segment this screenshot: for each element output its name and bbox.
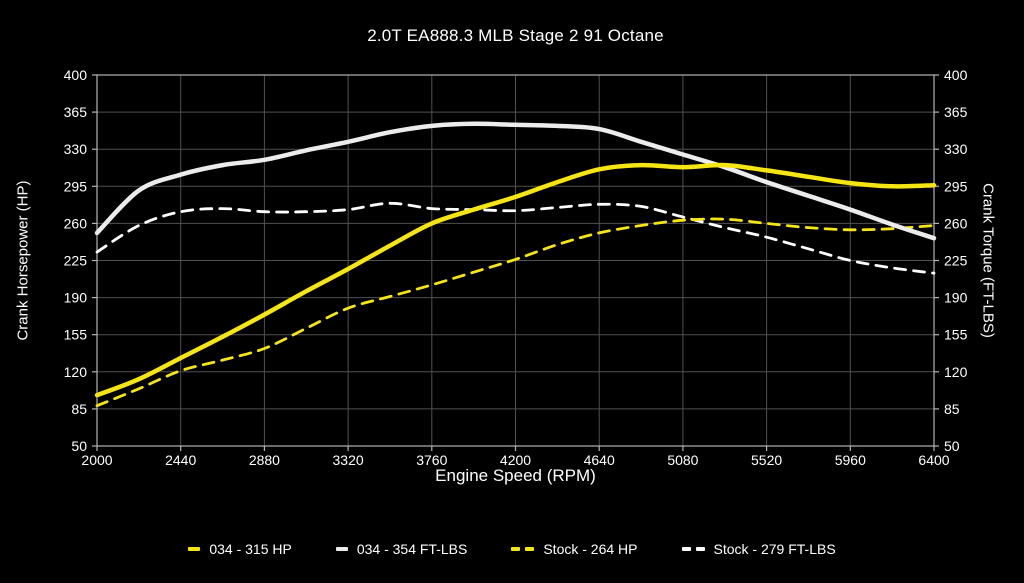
legend-dashed-line-swatch xyxy=(681,547,705,551)
series-curve-034-315-hp xyxy=(94,162,937,398)
rpm-axis-tick-label: 2440 xyxy=(165,452,196,468)
hp-axis-tick-label: 260 xyxy=(64,215,88,231)
legend-item: Stock - 279 FT-LBS xyxy=(681,541,836,557)
rpm-axis-tick-label: 3760 xyxy=(416,452,447,468)
legend-label: Stock - 279 FT-LBS xyxy=(713,541,836,557)
legend-swatch-bar xyxy=(511,547,521,551)
torque-axis-tick-label: 120 xyxy=(944,364,968,380)
hp-axis-tick-label: 190 xyxy=(64,290,88,306)
rpm-axis-tick-label: 5960 xyxy=(835,452,866,468)
legend-label: 034 - 315 HP xyxy=(209,541,292,557)
rpm-axis-tick-label: 2000 xyxy=(81,452,112,468)
hp-axis-tick-label: 85 xyxy=(71,401,87,417)
hp-axis-tick-label: 50 xyxy=(71,438,87,454)
rpm-axis-tick-label: 2880 xyxy=(249,452,280,468)
rpm-axis-tick-label: 4200 xyxy=(500,452,531,468)
legend-swatch-bar xyxy=(525,547,535,551)
torque-axis-tick-label: 155 xyxy=(944,327,968,343)
torque-axis-tick-label: 190 xyxy=(944,290,968,306)
legend-label: 034 - 354 FT-LBS xyxy=(356,541,468,557)
hp-axis-tick-label: 400 xyxy=(64,67,88,83)
hp-axis-tick-label: 225 xyxy=(64,253,88,269)
rpm-axis-tick-label: 5080 xyxy=(667,452,698,468)
legend-swatch-bar xyxy=(695,547,705,551)
chart-legend: 034 - 315 HP 034 - 354 FT-LBS Stock - 264 … xyxy=(0,536,1024,562)
chart-title: 2.0T EA888.3 MLB Stage 2 91 Octane xyxy=(367,26,664,45)
torque-axis-tick-label: 85 xyxy=(944,401,960,417)
hp-axis-tick-label: 120 xyxy=(64,364,88,380)
rpm-axis-tick-label: 4640 xyxy=(584,452,615,468)
y-axis-title-torque: Crank Torque (FT-LBS) xyxy=(979,183,997,338)
torque-axis-tick-label: 260 xyxy=(944,215,968,231)
x-axis-title-rpm: Engine Speed (RPM) xyxy=(435,466,596,485)
torque-axis-tick-label: 330 xyxy=(944,141,968,157)
hp-axis-tick-label: 365 xyxy=(64,104,88,120)
y-axis-title-horsepower: Crank Horsepower (HP) xyxy=(14,180,32,341)
legend-dashed-line-swatch xyxy=(511,547,535,551)
legend-item: 034 - 315 HP xyxy=(188,541,292,557)
series-curve-stock-279-ft-lbs xyxy=(95,201,936,275)
legend-swatch-bar xyxy=(681,547,691,551)
torque-axis-tick-label: 50 xyxy=(944,438,960,454)
series-curve-034-354-ft-lbs xyxy=(94,121,937,241)
hp-axis-tick-label: 155 xyxy=(64,327,88,343)
legend-solid-line-swatch xyxy=(188,547,201,551)
legend-swatch-bar xyxy=(335,547,348,551)
rpm-axis-tick-label: 6400 xyxy=(918,452,949,468)
legend-label: Stock - 264 HP xyxy=(543,541,638,557)
rpm-axis-tick-label: 5520 xyxy=(751,452,782,468)
torque-axis-tick-label: 225 xyxy=(944,253,968,269)
legend-swatch-bar xyxy=(188,547,201,551)
legend-item: 034 - 354 FT-LBS xyxy=(335,541,468,557)
torque-axis-tick-label: 295 xyxy=(944,178,968,194)
hp-axis-tick-label: 330 xyxy=(64,141,88,157)
legend-solid-line-swatch xyxy=(335,547,348,551)
torque-axis-tick-label: 365 xyxy=(944,104,968,120)
series-curve-stock-264-hp xyxy=(95,217,936,408)
torque-axis-tick-label: 400 xyxy=(944,67,968,83)
hp-axis-tick-label: 295 xyxy=(64,178,88,194)
rpm-axis-tick-label: 3320 xyxy=(333,452,364,468)
legend-item: Stock - 264 HP xyxy=(511,541,638,557)
